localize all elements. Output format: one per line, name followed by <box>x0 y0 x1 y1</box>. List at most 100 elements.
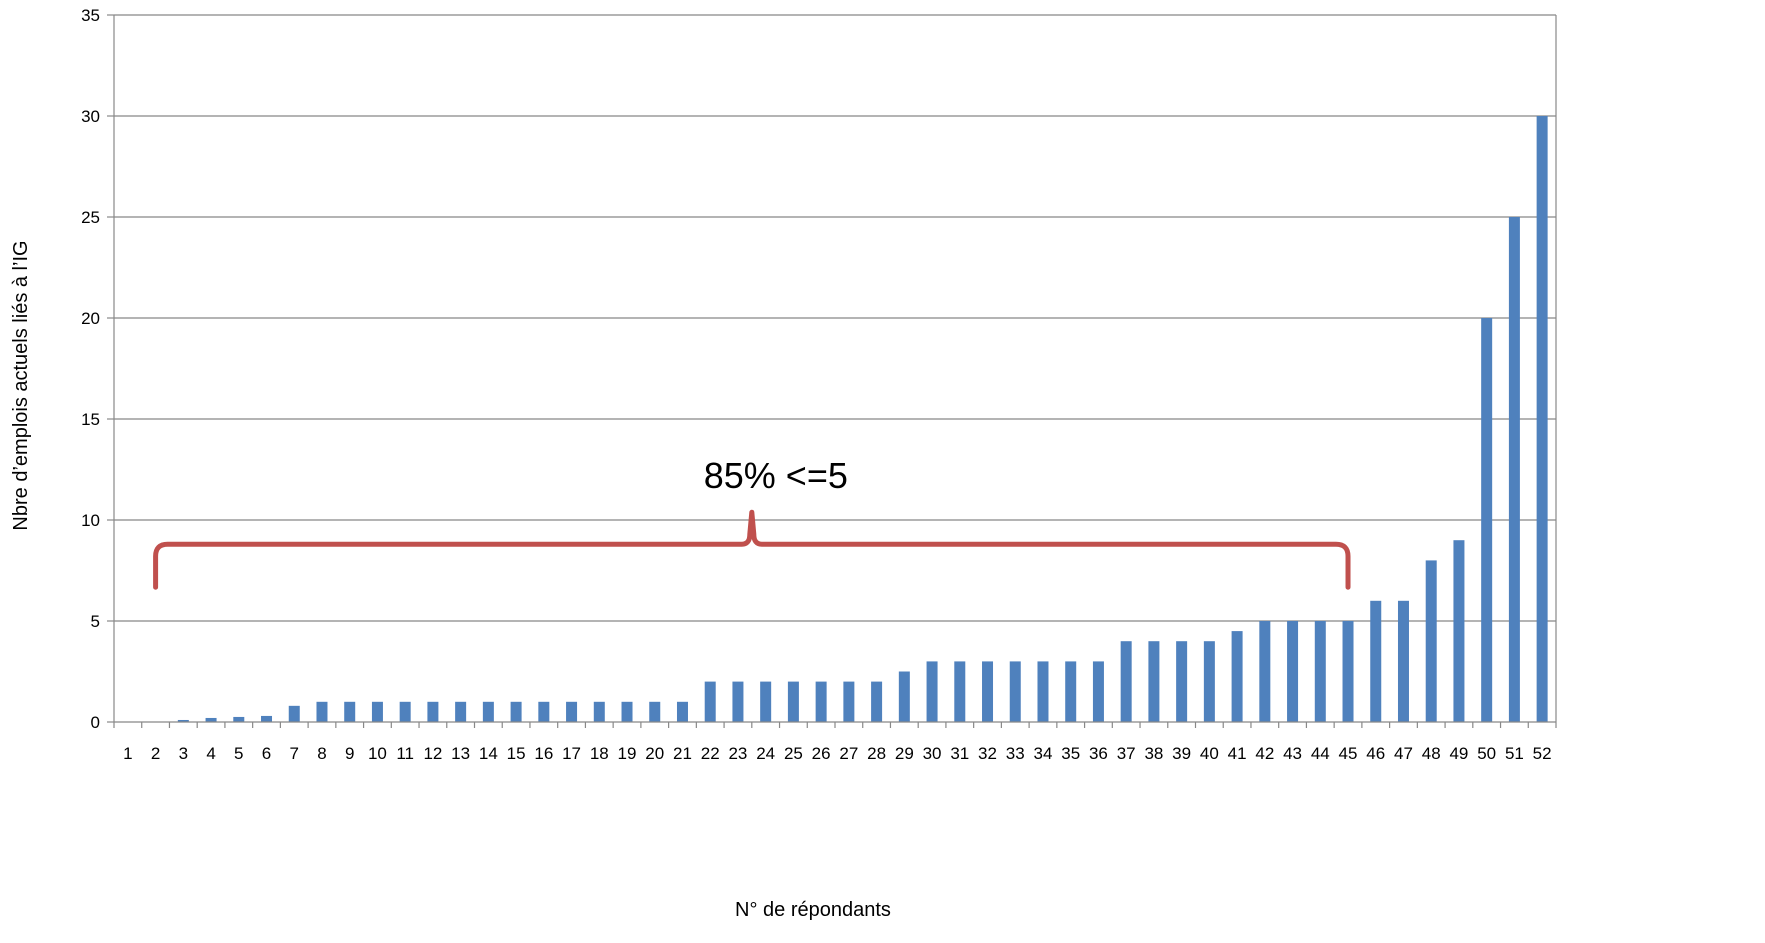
bar-46 <box>1370 600 1382 722</box>
x-tick-label-4: 4 <box>206 744 215 763</box>
x-tick-label-19: 19 <box>618 744 637 763</box>
bar-49 <box>1453 540 1465 722</box>
bar-40 <box>1203 641 1215 722</box>
bar-35 <box>1065 661 1077 722</box>
bar-50 <box>1481 318 1493 722</box>
x-tick-label-29: 29 <box>895 744 914 763</box>
y-axis-title: Nbre d’emplois actuels liés à l’IG <box>10 240 32 530</box>
bar-44 <box>1314 621 1326 722</box>
x-tick-label-6: 6 <box>262 744 271 763</box>
x-tick-label-3: 3 <box>179 744 188 763</box>
x-tick-label-37: 37 <box>1117 744 1136 763</box>
x-tick-label-16: 16 <box>534 744 553 763</box>
x-tick-label-45: 45 <box>1339 744 1358 763</box>
x-tick-label-42: 42 <box>1255 744 1274 763</box>
bar-4 <box>205 717 217 722</box>
bar-52 <box>1536 116 1548 722</box>
bar-29 <box>898 671 910 722</box>
x-tick-label-40: 40 <box>1200 744 1219 763</box>
x-tick-label-22: 22 <box>701 744 720 763</box>
bar-42 <box>1259 621 1271 722</box>
x-tick-label-10: 10 <box>368 744 387 763</box>
bar-11 <box>399 701 411 722</box>
bar-31 <box>954 661 966 722</box>
bar-17 <box>566 701 578 722</box>
y-tick-label-5: 5 <box>91 612 100 631</box>
x-tick-label-33: 33 <box>1006 744 1025 763</box>
x-axis-title: N° de répondants <box>735 899 891 921</box>
bar-10 <box>371 701 383 722</box>
bar-28 <box>871 681 883 722</box>
x-tick-label-9: 9 <box>345 744 354 763</box>
y-tick-label-0: 0 <box>91 713 100 732</box>
x-tick-label-47: 47 <box>1394 744 1413 763</box>
bar-26 <box>815 681 827 722</box>
bar-16 <box>538 701 550 722</box>
y-tick-label-10: 10 <box>81 511 100 530</box>
y-tick-label-15: 15 <box>81 410 100 429</box>
bar-5 <box>233 716 245 722</box>
x-tick-label-34: 34 <box>1034 744 1053 763</box>
y-tick-label-20: 20 <box>81 309 100 328</box>
x-tick-label-43: 43 <box>1283 744 1302 763</box>
bar-45 <box>1342 621 1354 722</box>
bar-27 <box>843 681 855 722</box>
x-tick-label-7: 7 <box>290 744 299 763</box>
bar-39 <box>1176 641 1188 722</box>
bar-20 <box>649 701 661 722</box>
bar-51 <box>1508 217 1520 722</box>
x-tick-label-25: 25 <box>784 744 803 763</box>
bar-8 <box>316 701 328 722</box>
x-tick-label-44: 44 <box>1311 744 1330 763</box>
x-tick-label-15: 15 <box>507 744 526 763</box>
bar-37 <box>1120 641 1132 722</box>
bar-34 <box>1037 661 1049 722</box>
x-tick-label-21: 21 <box>673 744 692 763</box>
bar-36 <box>1092 661 1104 722</box>
x-tick-label-24: 24 <box>756 744 775 763</box>
x-tick-labels: 1 2 3 4 5 6 7 8 9 10 11 12 13 14 15 16 17 18 19 20 21 22 23 24 2… <box>123 744 1551 763</box>
bar-48 <box>1425 560 1437 722</box>
bar-3 <box>177 719 189 722</box>
y-tick-label-35: 35 <box>81 6 100 25</box>
x-tick-label-48: 48 <box>1422 744 1441 763</box>
x-tick-label-5: 5 <box>234 744 243 763</box>
x-tick-label-18: 18 <box>590 744 609 763</box>
x-tick-label-41: 41 <box>1228 744 1247 763</box>
x-tick-label-52: 52 <box>1533 744 1552 763</box>
bar-23 <box>732 681 744 722</box>
x-tick-label-49: 49 <box>1449 744 1468 763</box>
x-tick-label-38: 38 <box>1144 744 1163 763</box>
axes <box>107 14 1557 728</box>
bar-12 <box>427 701 439 722</box>
bar-19 <box>621 701 633 722</box>
bar-9 <box>344 701 356 722</box>
x-tick-label-8: 8 <box>317 744 326 763</box>
x-tick-label-36: 36 <box>1089 744 1108 763</box>
y-tick-label-30: 30 <box>81 107 100 126</box>
annotation-label: 85% <=5 <box>704 455 848 496</box>
bar-13 <box>455 701 467 722</box>
x-tick-label-39: 39 <box>1172 744 1191 763</box>
bar-22 <box>704 681 716 722</box>
x-tick-label-11: 11 <box>396 744 414 763</box>
x-tick-label-31: 31 <box>950 744 969 763</box>
bar-38 <box>1148 641 1160 722</box>
bar-7 <box>288 705 300 722</box>
bar-15 <box>510 701 522 722</box>
x-tick-label-12: 12 <box>423 744 442 763</box>
x-tick-label-50: 50 <box>1477 744 1496 763</box>
x-tick-label-32: 32 <box>978 744 997 763</box>
bar-47 <box>1397 600 1409 722</box>
x-tick-label-14: 14 <box>479 744 498 763</box>
bar-43 <box>1287 621 1299 722</box>
x-tick-label-17: 17 <box>562 744 581 763</box>
x-tick-label-35: 35 <box>1061 744 1080 763</box>
x-tick-label-1: 1 <box>123 744 132 763</box>
bar-30 <box>926 661 938 722</box>
x-tick-label-26: 26 <box>812 744 831 763</box>
annotation-brace <box>153 509 1351 590</box>
bars <box>177 116 1548 722</box>
